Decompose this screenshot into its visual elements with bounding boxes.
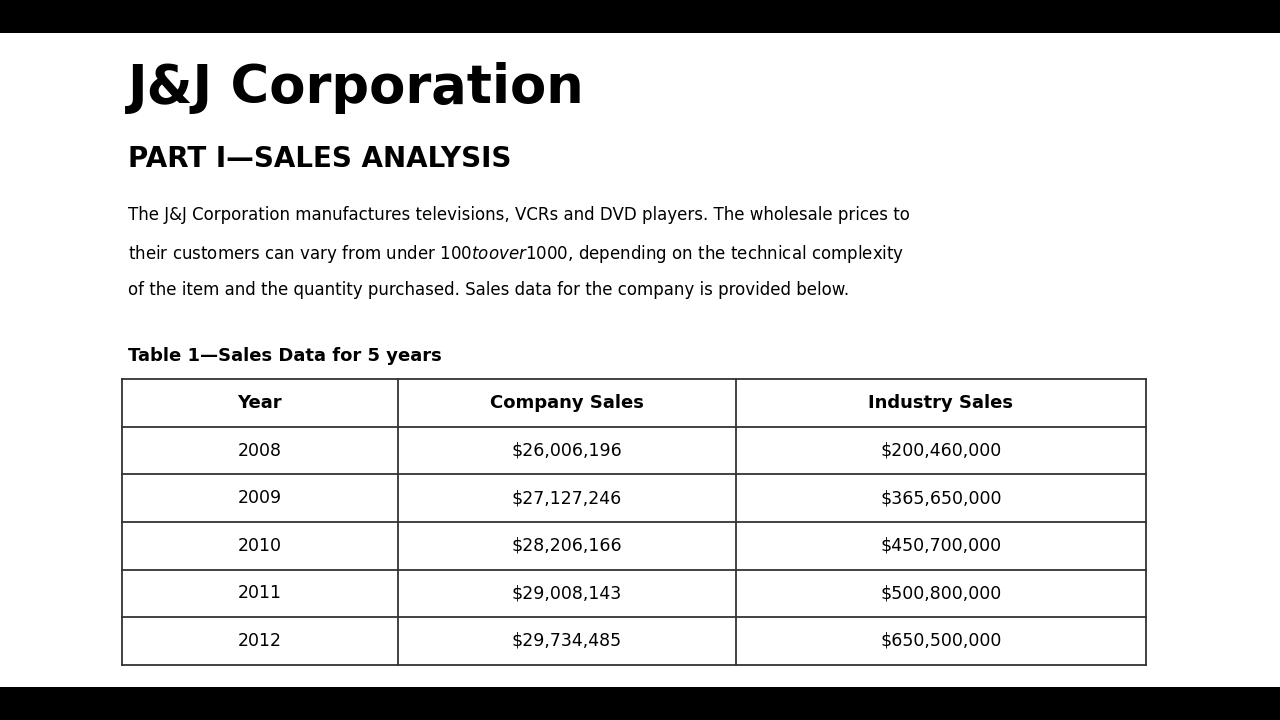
Text: $500,800,000: $500,800,000 bbox=[881, 585, 1001, 603]
Text: $27,127,246: $27,127,246 bbox=[512, 490, 622, 507]
Text: 2008: 2008 bbox=[238, 442, 282, 460]
Text: The J&J Corporation manufactures televisions, VCRs and DVD players. The wholesal: The J&J Corporation manufactures televis… bbox=[128, 206, 910, 224]
Text: Industry Sales: Industry Sales bbox=[868, 395, 1014, 412]
Text: 2010: 2010 bbox=[238, 537, 282, 555]
Text: $450,700,000: $450,700,000 bbox=[881, 537, 1001, 555]
Text: $28,206,166: $28,206,166 bbox=[512, 537, 622, 555]
Text: $29,734,485: $29,734,485 bbox=[512, 632, 622, 650]
Text: 1.: 1. bbox=[128, 704, 143, 720]
Text: PART I—SALES ANALYSIS: PART I—SALES ANALYSIS bbox=[128, 145, 512, 173]
Text: $200,460,000: $200,460,000 bbox=[881, 442, 1001, 460]
Text: Table 1—Sales Data for 5 years: Table 1—Sales Data for 5 years bbox=[128, 347, 442, 365]
Text: $365,650,000: $365,650,000 bbox=[881, 490, 1001, 507]
Text: $29,008,143: $29,008,143 bbox=[512, 585, 622, 603]
Text: of the item and the quantity purchased. Sales data for the company is provided b: of the item and the quantity purchased. … bbox=[128, 281, 849, 299]
Text: 2012: 2012 bbox=[238, 632, 282, 650]
Text: Year: Year bbox=[238, 395, 282, 412]
Text: J&J Corporation: J&J Corporation bbox=[128, 62, 585, 114]
Text: Company Sales: Company Sales bbox=[490, 395, 644, 412]
Text: 2011: 2011 bbox=[238, 585, 282, 603]
Text: $650,500,000: $650,500,000 bbox=[881, 632, 1001, 650]
Text: their customers can vary from under $100 to over $1000, depending on the technic: their customers can vary from under $100… bbox=[128, 243, 905, 266]
Text: 2009: 2009 bbox=[238, 490, 282, 507]
Text: Perform calculations that are relevant to understanding the company’s sales perf: Perform calculations that are relevant t… bbox=[177, 704, 927, 720]
Text: $26,006,196: $26,006,196 bbox=[512, 442, 622, 460]
